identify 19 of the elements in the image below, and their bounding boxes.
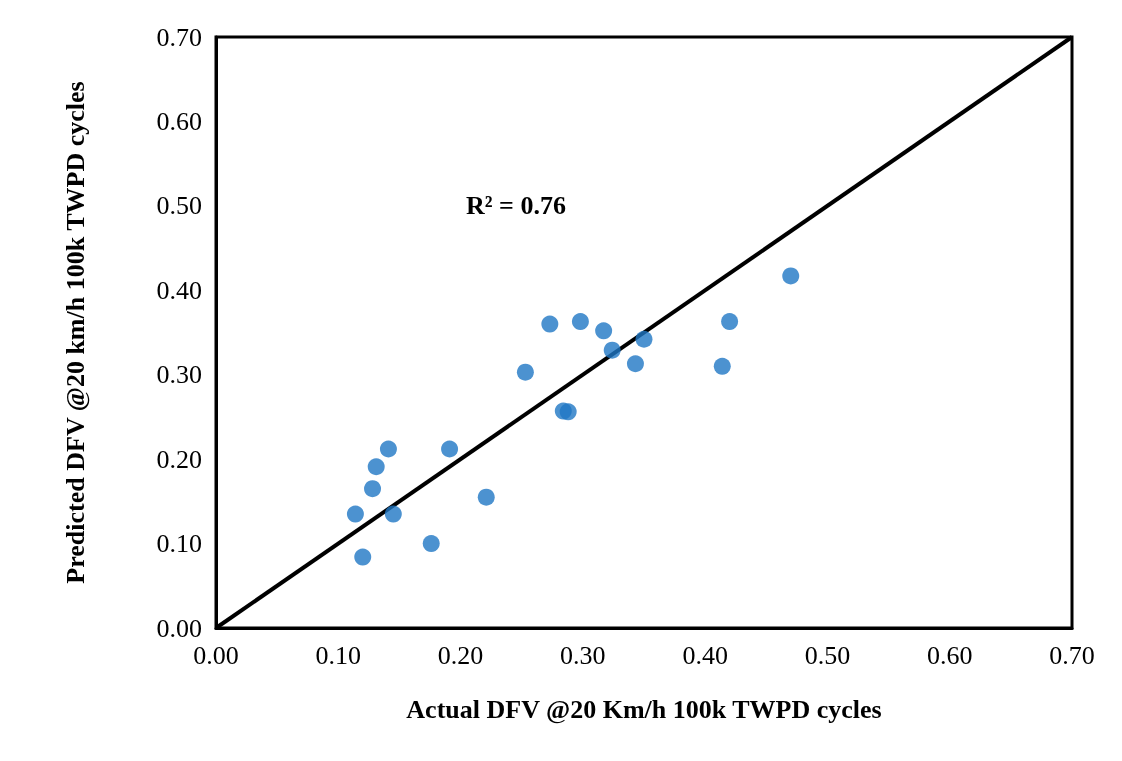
x-axis-title: Actual DFV @20 Km/h 100k TWPD cycles bbox=[406, 694, 882, 724]
x-tick-label: 0.50 bbox=[804, 640, 851, 670]
y-tick-label: 0.50 bbox=[156, 191, 202, 221]
y-tick-label: 0.60 bbox=[156, 106, 202, 136]
y-tick-label: 0.00 bbox=[156, 613, 202, 643]
x-tick-label: 0.30 bbox=[560, 640, 606, 670]
y-tick-label: 0.40 bbox=[156, 275, 202, 305]
y-axis-title: Predicted DFV @20 km/h 100k TWPD cycles bbox=[60, 81, 90, 584]
y-tick-label: 0.20 bbox=[156, 444, 202, 474]
x-tick-label: 0.40 bbox=[682, 640, 728, 670]
y-tick-label: 0.10 bbox=[156, 529, 202, 559]
y-tick-label: 0.30 bbox=[156, 360, 202, 390]
x-tick-label: 0.00 bbox=[193, 640, 239, 670]
x-tick-label: 0.60 bbox=[926, 640, 973, 670]
annotation: R² = 0.76 bbox=[466, 190, 566, 220]
x-tick-label: 0.70 bbox=[1049, 640, 1095, 670]
y-tick-label: 0.70 bbox=[156, 22, 202, 52]
x-tick-label: 0.10 bbox=[315, 640, 362, 670]
x-tick-label: 0.20 bbox=[437, 640, 484, 670]
